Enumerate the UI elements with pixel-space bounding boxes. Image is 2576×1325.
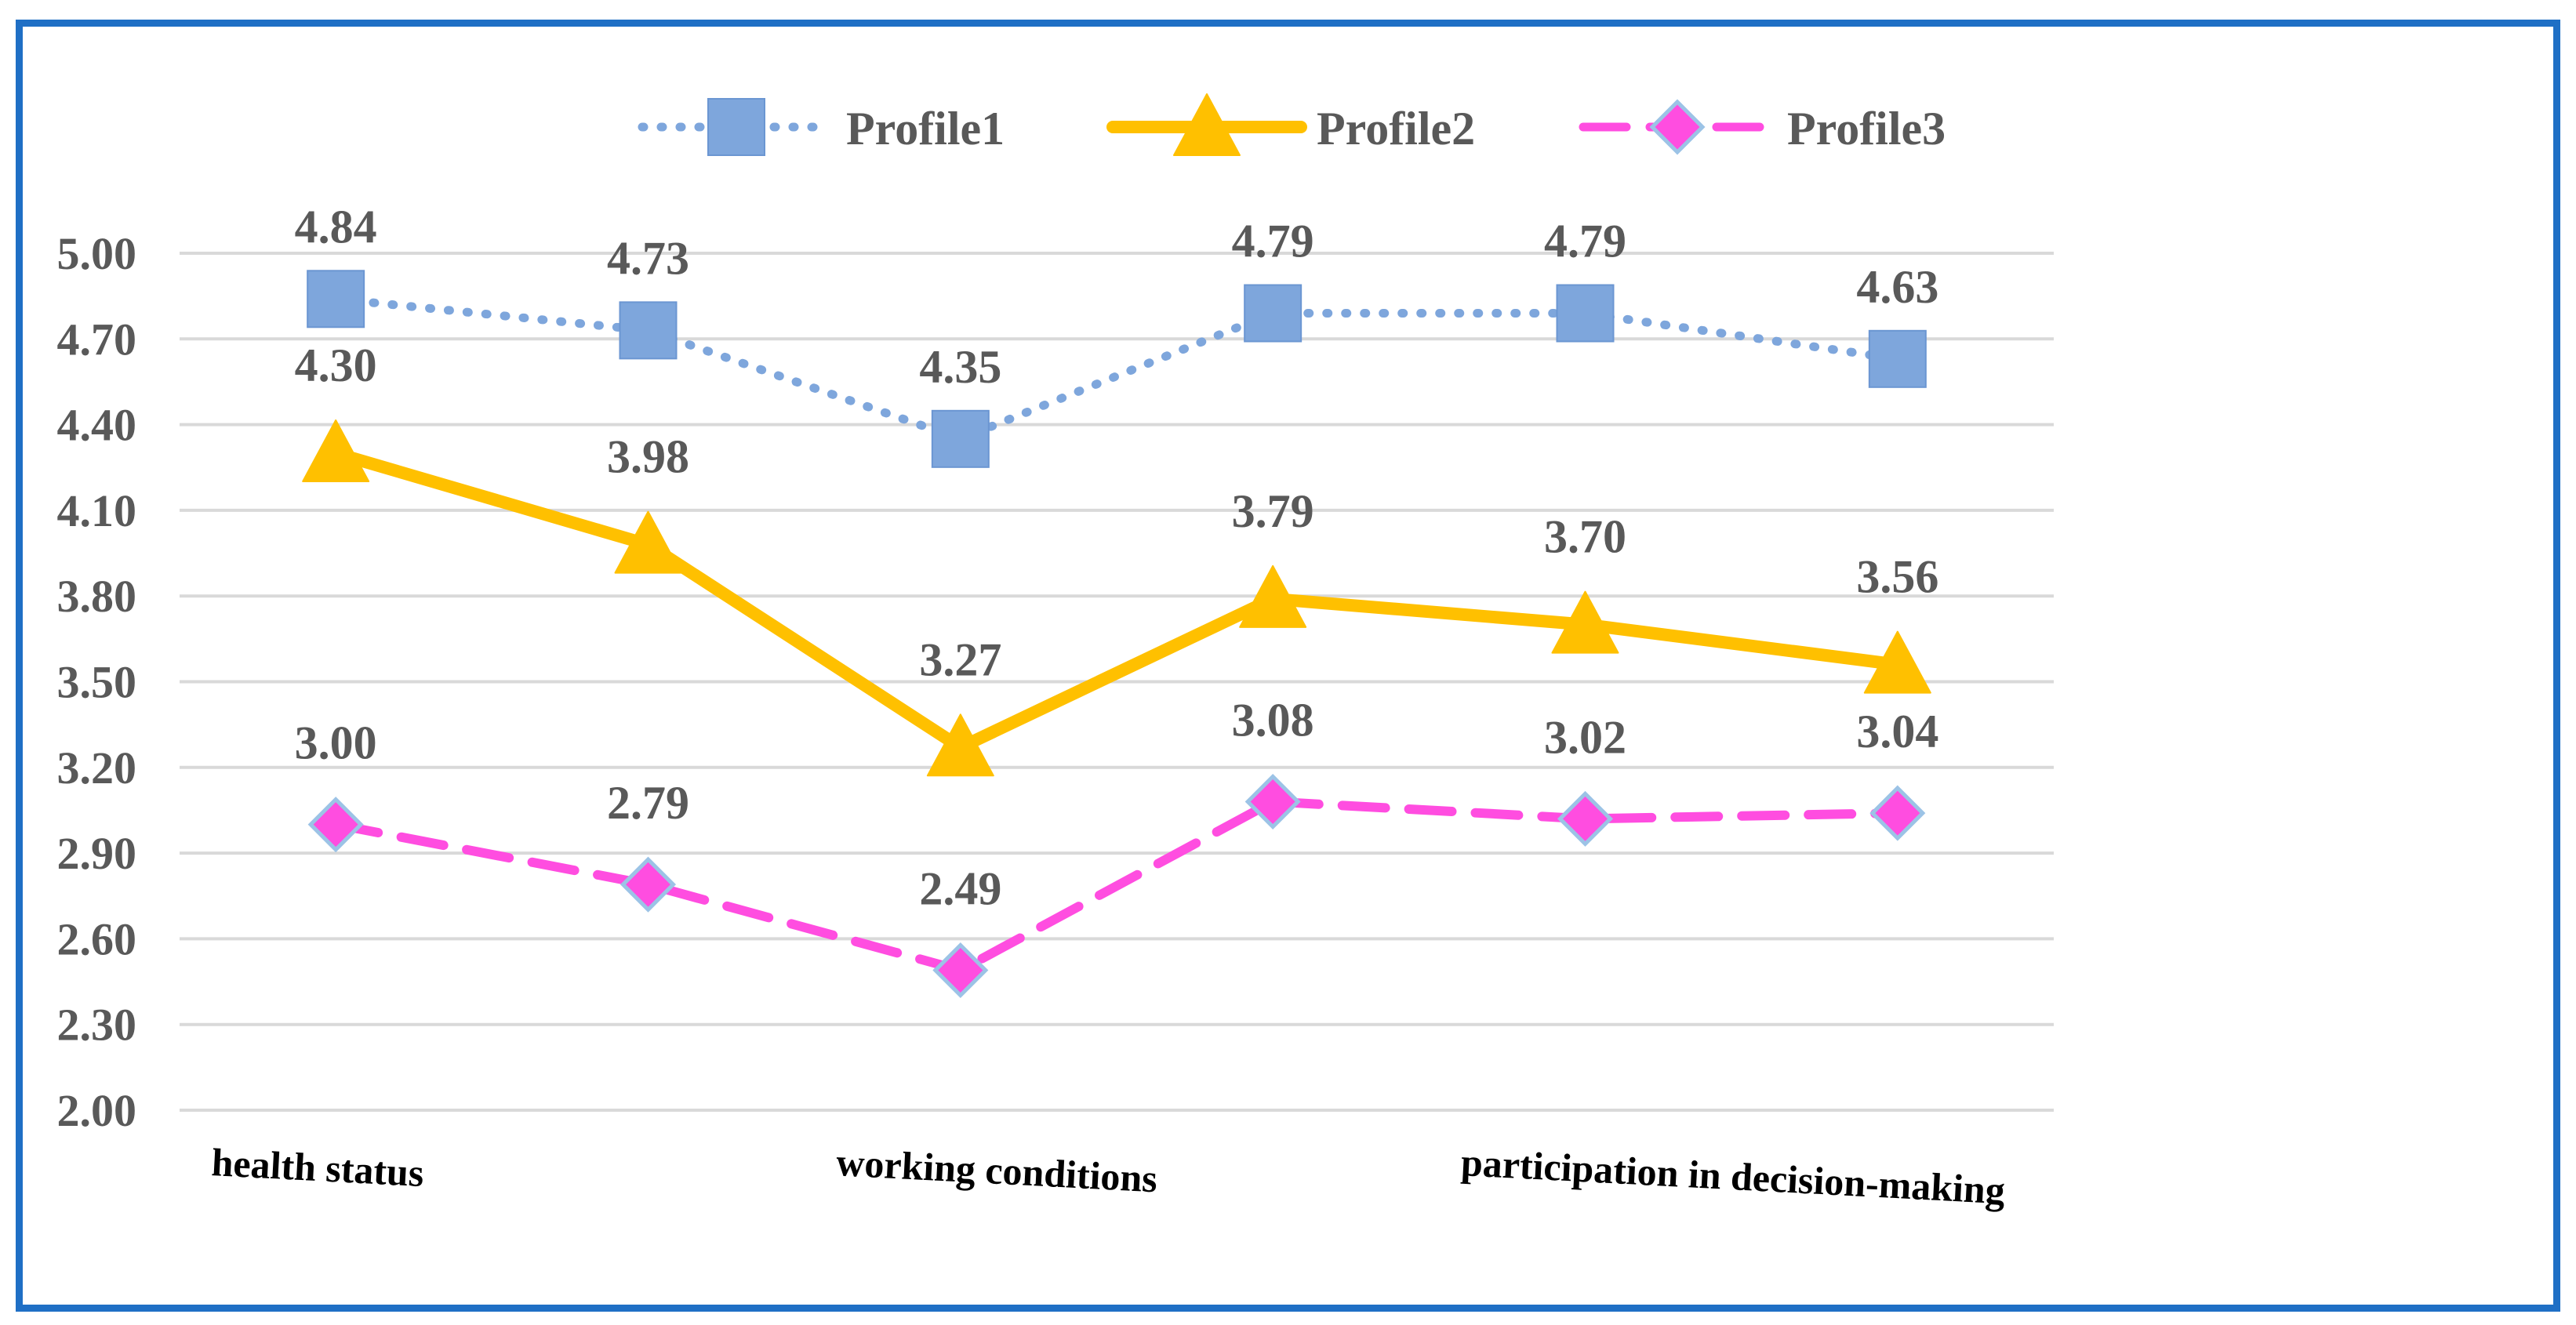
line-chart: 2.00 2.30 2.60 2.90 3.20 3.50 3.80 4.10 4.40 4.70… xyxy=(57,93,2054,1212)
series-line-profile1 xyxy=(331,294,1902,444)
data-label: 4.35 xyxy=(919,341,1001,393)
data-label: 4.79 xyxy=(1544,216,1626,267)
data-label: 3.70 xyxy=(1544,511,1626,563)
x-category-label: working conditions xyxy=(835,1140,1158,1200)
data-label: 4.73 xyxy=(607,232,689,284)
y-tick-label: 4.70 xyxy=(57,314,137,365)
series-marker xyxy=(1551,590,1619,654)
data-label: 4.79 xyxy=(1232,216,1314,267)
y-tick-label: 4.40 xyxy=(57,400,137,451)
data-labels: 4.84 4.73 4.35 4.79 4.79 4.63 4.30 3.98 3.27 3.79… xyxy=(295,201,1939,914)
series-line-profile3 xyxy=(331,797,1902,975)
data-label: 3.79 xyxy=(1232,485,1314,537)
series-marker xyxy=(614,510,682,574)
series-marker xyxy=(1244,284,1303,343)
data-label: 3.08 xyxy=(1232,695,1314,746)
series-lines xyxy=(329,294,1904,975)
series-marker xyxy=(619,301,678,360)
data-label: 3.02 xyxy=(1544,711,1626,763)
series-marker xyxy=(931,409,990,468)
series-line-profile2 xyxy=(329,447,1904,754)
data-label: 3.56 xyxy=(1856,551,1938,603)
data-label: 4.84 xyxy=(295,201,377,252)
y-tick-label: 2.30 xyxy=(57,1000,137,1051)
legend-marker xyxy=(1649,99,1706,155)
data-label: 2.49 xyxy=(919,862,1001,914)
data-label: 2.79 xyxy=(607,777,689,829)
x-category-label: participation in decision-making xyxy=(1460,1140,2007,1212)
series-marker xyxy=(302,419,370,483)
legend-marker xyxy=(707,98,765,156)
chart-frame: 2.00 2.30 2.60 2.90 3.20 3.50 3.80 4.10 4.40 4.70… xyxy=(16,20,2560,1312)
data-label: 3.00 xyxy=(295,717,377,769)
series-marker xyxy=(1244,773,1301,830)
legend-label: Profile1 xyxy=(846,103,1005,154)
x-category-label: health status xyxy=(210,1140,424,1195)
series-marker xyxy=(1868,329,1927,388)
legend-label: Profile2 xyxy=(1317,103,1475,154)
y-tick-label: 4.10 xyxy=(57,485,137,536)
series-marker xyxy=(1869,785,1926,841)
series-markers xyxy=(302,270,1931,999)
series-marker xyxy=(1239,564,1307,628)
series-marker xyxy=(1556,284,1615,343)
series-marker xyxy=(932,942,989,999)
y-tick-label: 3.80 xyxy=(57,571,137,622)
gridlines xyxy=(180,252,2054,1112)
y-axis-tick-labels: 2.00 2.30 2.60 2.90 3.20 3.50 3.80 4.10 4.40 4.70… xyxy=(57,228,137,1136)
y-tick-label: 2.90 xyxy=(57,828,137,879)
data-label: 3.27 xyxy=(919,633,1001,685)
series-marker xyxy=(619,856,677,913)
data-label: 3.04 xyxy=(1856,706,1938,757)
legend-label: Profile3 xyxy=(1787,103,1946,154)
series-marker xyxy=(926,713,994,777)
y-tick-label: 3.50 xyxy=(57,657,137,708)
y-tick-label: 2.60 xyxy=(57,913,137,964)
series-marker xyxy=(1863,630,1931,694)
y-tick-label: 3.20 xyxy=(57,742,137,793)
x-axis-category-labels: health status working conditions participa… xyxy=(210,1140,2006,1212)
legend-marker xyxy=(1173,93,1241,156)
y-tick-label: 2.00 xyxy=(57,1085,137,1136)
series-marker xyxy=(307,270,365,329)
data-label: 3.98 xyxy=(607,431,689,483)
legend: Profile1 Profile2 Profile3 xyxy=(638,93,1946,156)
data-label: 4.63 xyxy=(1856,261,1938,313)
data-label: 4.30 xyxy=(295,339,377,391)
series-marker xyxy=(1557,790,1614,847)
y-tick-label: 5.00 xyxy=(57,228,137,279)
series-marker xyxy=(307,797,364,853)
